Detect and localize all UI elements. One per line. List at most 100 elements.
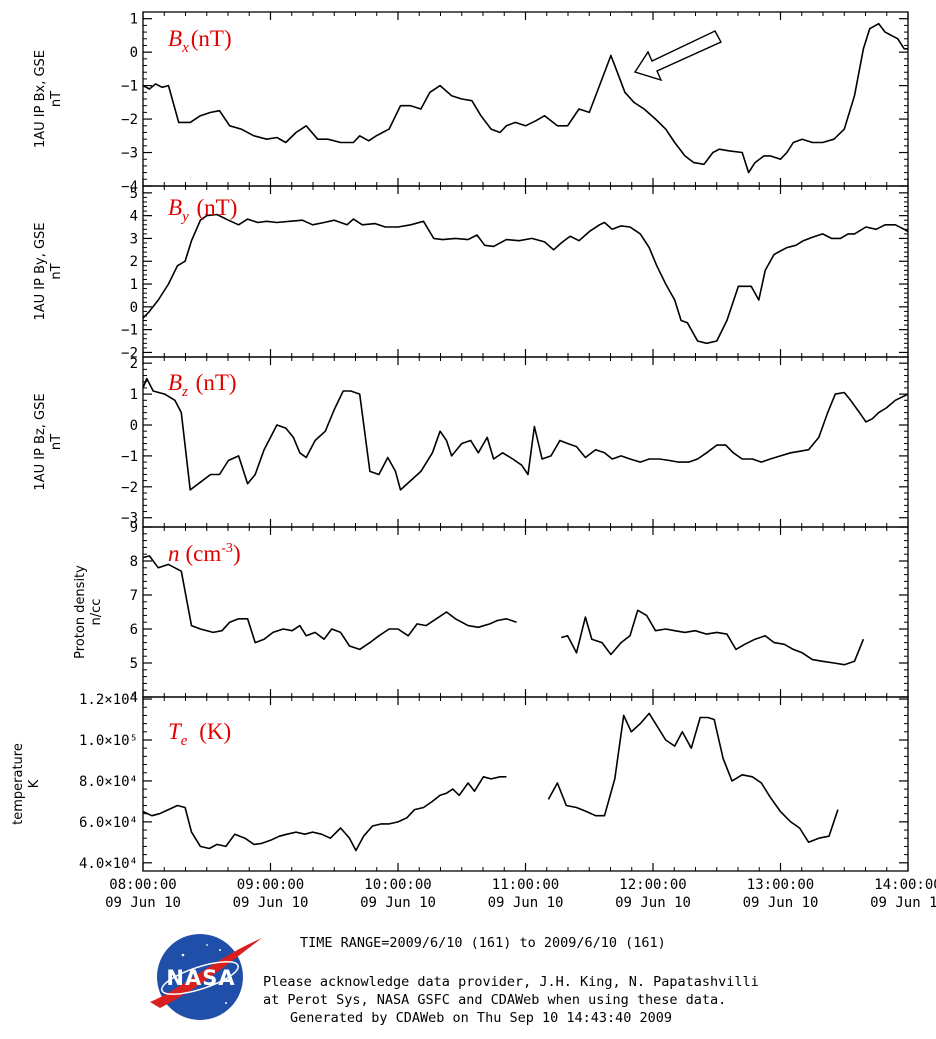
- panel-tag-bz: Bz (nT): [168, 370, 237, 400]
- y-axis-title: Proton density: [73, 565, 88, 659]
- panel-tag-subscript: z: [181, 384, 188, 400]
- panel-tag-superscript: -3: [221, 541, 233, 556]
- x-tick-label-date: 09 Jun 10: [488, 895, 564, 911]
- y-tick-label: 2: [130, 254, 138, 270]
- y-tick-label: −2: [121, 112, 138, 128]
- y-tick-label: 3: [130, 231, 138, 247]
- x-tick-label-date: 09 Jun 10: [615, 895, 691, 911]
- y-axis-unit: nT: [49, 91, 64, 107]
- y-axis-unit: nT: [49, 263, 64, 279]
- y-tick-label: 8: [130, 554, 138, 570]
- x-tick-label-time: 08:00:00: [109, 877, 176, 893]
- y-axis-title: 1AU IP By, GSE: [33, 222, 48, 320]
- nasa-logo: NASA: [150, 934, 262, 1020]
- panel-tag-unit: (cm: [186, 541, 222, 566]
- y-tick-label: 5: [130, 656, 138, 672]
- nasa-logo-text: NASA: [166, 966, 235, 990]
- series-line: [142, 555, 517, 651]
- panel-te: 4.0×10⁴ 6.0×10⁴ 8.0×10⁴ 1.0×10⁵ 1.2×10⁵ tempe…: [11, 692, 909, 872]
- panel-tag-subscript: e: [181, 733, 188, 749]
- generated-by-text: Generated by CDAWeb on Thu Sep 10 14:43:…: [290, 1010, 672, 1026]
- panel-tag-symbol: B: [168, 26, 182, 51]
- y-axis-unit: nT: [49, 434, 64, 450]
- x-tick-label-time: 12:00:00: [619, 877, 686, 893]
- y-axis-title: 1AU IP Bx, GSE: [33, 50, 48, 148]
- y-axis-title: 1AU IP Bz, GSE: [33, 393, 48, 490]
- y-tick-label: −3: [121, 146, 138, 162]
- panel-tag-unit: (nT): [191, 26, 232, 51]
- panel-tag-bx: Bx(nT): [168, 26, 232, 56]
- panel-bx: −4 −3 −2 −1 0 1 1AU IP Bx, GSE nT Bx(nT): [33, 11, 909, 195]
- arrow-shape: [633, 30, 722, 82]
- y-tick-label: −1: [121, 323, 138, 339]
- annotation-arrow: [633, 30, 722, 82]
- y-tick-label: 4: [130, 690, 138, 706]
- y-axis-title: temperature: [11, 743, 26, 825]
- panel-tag-unit: (nT): [190, 370, 237, 395]
- x-tick-label-time: 09:00:00: [237, 877, 304, 893]
- x-tick-label-date: 09 Jun 10: [870, 895, 936, 911]
- y-tick-label: 7: [130, 588, 138, 604]
- x-tick-label-date: 09 Jun 10: [743, 895, 819, 911]
- y-tick-label: 2: [130, 356, 138, 372]
- y-axis-unit: n/cc: [89, 599, 104, 626]
- series-line: [142, 213, 909, 345]
- y-tick-label: 4: [130, 209, 138, 225]
- y-tick-label: 6: [130, 622, 138, 638]
- y-tick-label: 9: [130, 520, 138, 536]
- y-tick-label: 8.0×10⁴: [79, 774, 138, 790]
- panel-frame: [142, 185, 909, 358]
- y-tick-label: −4: [121, 179, 138, 195]
- acknowledgement-line-2: at Perot Sys, NASA GSFC and CDAWeb when …: [263, 992, 726, 1008]
- panel-tag-te: Te (K): [168, 719, 231, 749]
- x-tick-label-time: 11:00:00: [492, 877, 559, 893]
- panel-tag-close: ): [233, 541, 241, 566]
- panel-tag-subscript: y: [180, 209, 189, 225]
- y-tick-label: 5: [130, 186, 138, 202]
- y-tick-label: 1: [130, 387, 138, 403]
- panel-tag-n: n (cm-3): [168, 541, 241, 566]
- panel-frame: [142, 696, 909, 872]
- y-tick-label: 1: [130, 277, 138, 293]
- panel-tag-symbol: B: [168, 195, 182, 220]
- series-line: [142, 377, 909, 491]
- series-line: [142, 776, 507, 852]
- panel-bz: −3 −2 −1 0 1 2 1AU IP Bz, GSE nT Bz (nT): [33, 356, 909, 528]
- y-tick-label: 0: [130, 418, 138, 434]
- acknowledgement-line-1: Please acknowledge data provider, J.H. K…: [263, 974, 759, 990]
- x-axis: 08:00:00 09 Jun 10 09:00:00 09 Jun 10 10:00:…: [105, 877, 936, 911]
- panel-frame: [142, 356, 909, 528]
- series-line: [560, 609, 865, 666]
- x-tick-label-time: 13:00:00: [747, 877, 814, 893]
- y-tick-label: 1.0×10⁵: [79, 733, 138, 749]
- time-range-text: TIME RANGE=2009/6/10 (161) to 2009/6/10 …: [300, 935, 666, 951]
- y-tick-label: −2: [121, 345, 138, 361]
- panel-by: −2 −1 0 1 2 3 4 5 1AU IP By, GSE nT By (nT): [33, 185, 909, 361]
- panel-tag-symbol: T: [168, 719, 183, 744]
- panel-tag-by: By (nT): [168, 195, 237, 225]
- x-tick-label-date: 09 Jun 10: [233, 895, 309, 911]
- y-tick-label: 0: [130, 300, 138, 316]
- panel-tag-unit: (nT): [191, 195, 238, 220]
- y-tick-label: 6.0×10⁴: [79, 815, 138, 831]
- panel-n: 4 5 6 7 8 9 Proton density n/cc n (cm-3): [73, 520, 909, 706]
- panel-frame: [142, 526, 909, 698]
- y-axis-unit: K: [27, 779, 42, 788]
- panel-tag-symbol: n: [168, 541, 180, 566]
- panel-tag-symbol: B: [168, 370, 182, 395]
- y-tick-label: −3: [121, 511, 138, 527]
- x-tick-label-date: 09 Jun 10: [360, 895, 436, 911]
- series-line: [142, 22, 908, 174]
- series-line: [547, 712, 839, 844]
- y-tick-label: −1: [121, 79, 138, 95]
- y-tick-label: −2: [121, 480, 138, 496]
- x-tick-label-date: 09 Jun 10: [105, 895, 181, 911]
- x-tick-label-time: 10:00:00: [364, 877, 431, 893]
- y-tick-label: 1: [130, 12, 138, 28]
- panel-tag-subscript: x: [181, 40, 189, 56]
- y-tick-label: 0: [130, 45, 138, 61]
- panel-tag-unit: (K): [193, 719, 231, 744]
- y-tick-label: −1: [121, 449, 138, 465]
